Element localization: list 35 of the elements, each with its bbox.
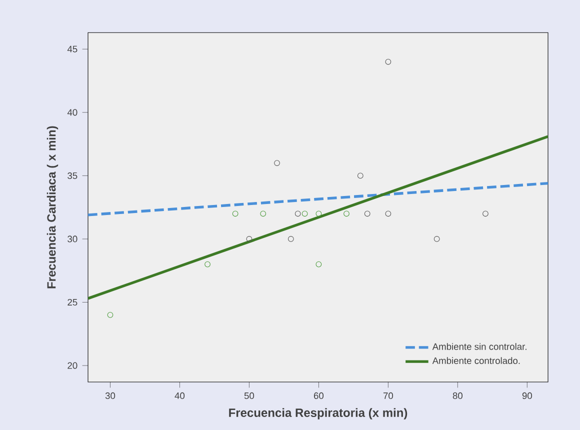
point <box>385 210 392 217</box>
point <box>274 160 280 166</box>
y-tick-label: 40 <box>67 109 78 116</box>
point <box>357 172 364 179</box>
legend-label: Ambiente sin controlar. <box>432 343 526 350</box>
y-tick-label: 45 <box>67 46 78 52</box>
point <box>107 312 114 318</box>
point <box>302 210 308 217</box>
x-tick-label: 90 <box>522 392 532 399</box>
point <box>482 210 488 217</box>
point <box>232 210 238 217</box>
point <box>288 236 294 242</box>
point <box>434 236 440 242</box>
x-tick-label: 70 <box>383 392 394 399</box>
x-axis-title: Frecuencia Respiratoria (x min) <box>229 408 408 420</box>
point <box>344 210 350 217</box>
point <box>260 210 266 217</box>
point <box>204 261 210 268</box>
y-tick-label: 30 <box>68 236 78 242</box>
x-tick-label: 30 <box>105 392 116 399</box>
point <box>385 58 392 65</box>
legend-label: Ambiente controlado. <box>432 357 520 364</box>
y-axis-title: Frecuencia Cardiaca ( x min) <box>46 126 58 288</box>
x-tick-label: 60 <box>314 392 324 399</box>
point <box>316 210 322 217</box>
point <box>294 210 301 217</box>
y-tick-label: 35 <box>68 172 78 179</box>
x-tick-label: 40 <box>174 392 185 399</box>
y-tick-label: 20 <box>68 362 78 369</box>
point <box>316 261 322 268</box>
x-tick-label: 50 <box>244 392 254 399</box>
y-tick-label: 25 <box>68 298 78 306</box>
point <box>246 236 252 242</box>
x-tick-label: 80 <box>452 392 463 399</box>
point <box>364 210 370 217</box>
